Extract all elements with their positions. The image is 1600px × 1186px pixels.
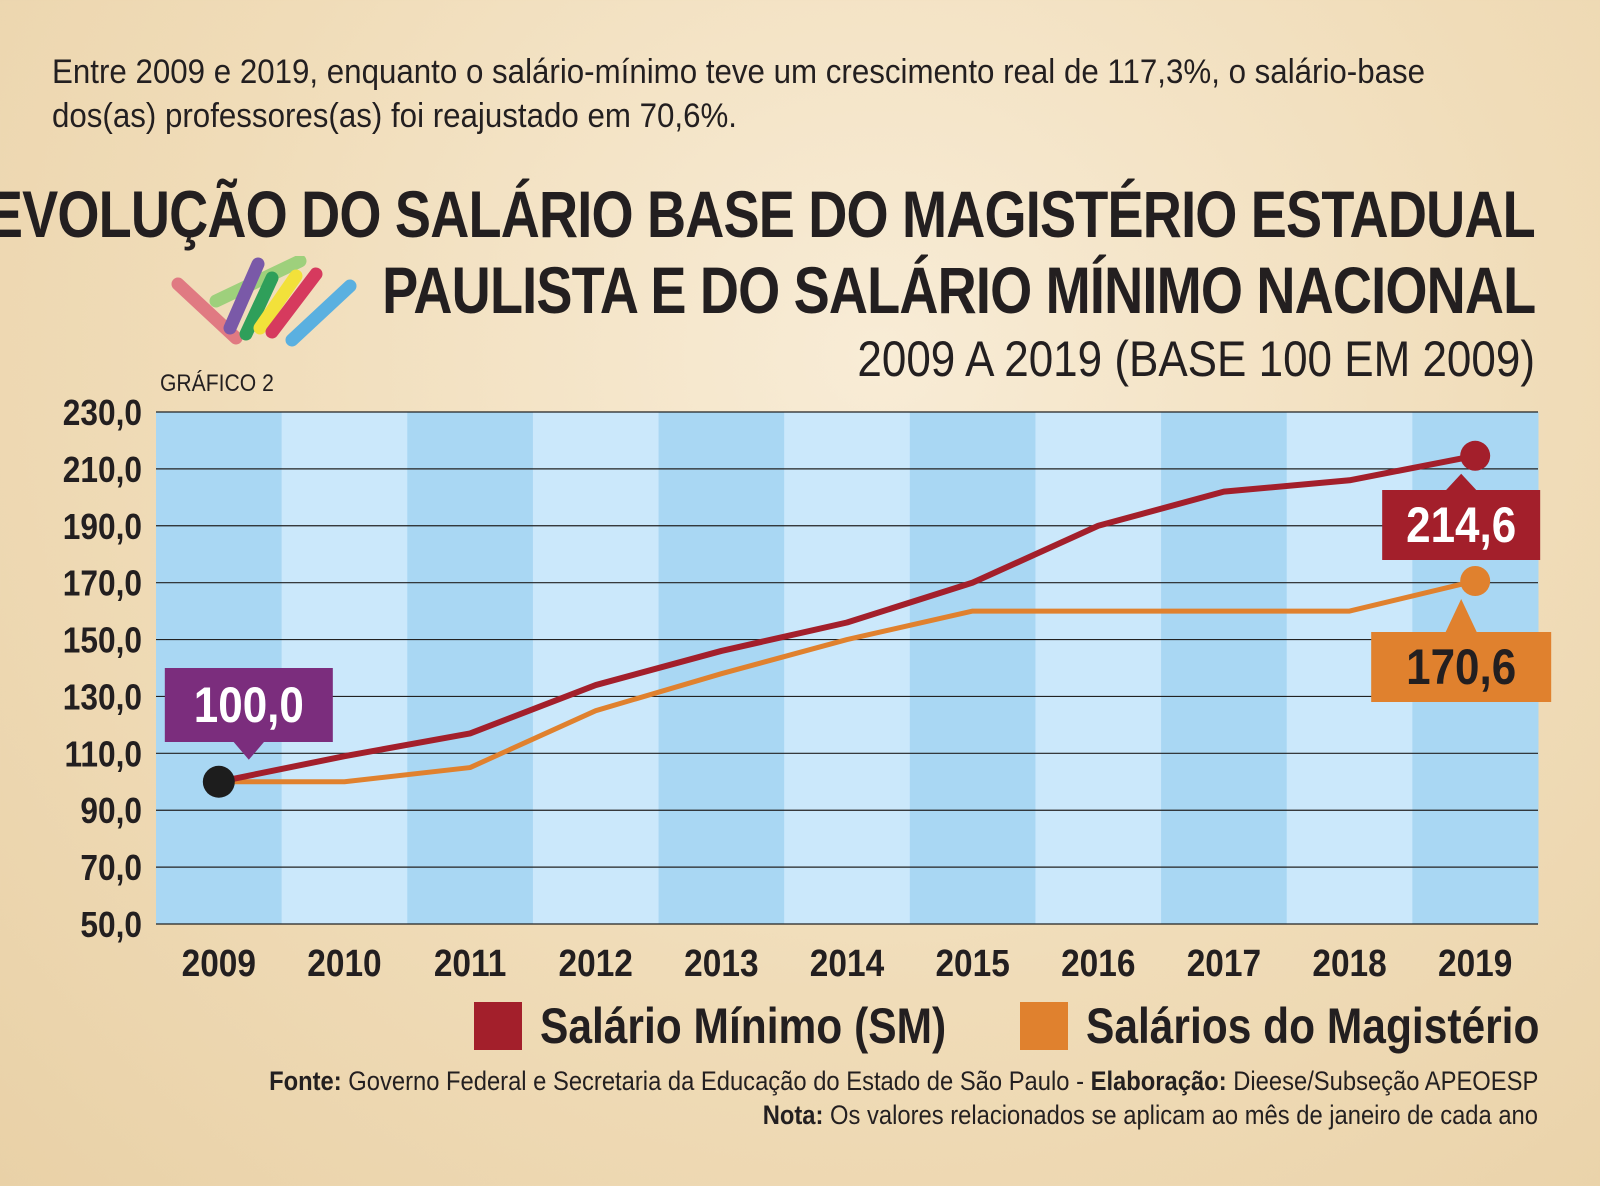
callout-sm-end-box: [1382, 490, 1541, 560]
data-point-magisterio-2019: [1460, 565, 1491, 596]
source-text: Governo Federal e Secretaria da Educação…: [347, 1066, 1084, 1096]
elaboration-text: Dieese/Subseção APEOESP: [1232, 1066, 1538, 1096]
y-tick-label: 190,0: [63, 507, 142, 547]
callout-magisterio-end-value: 170,6: [1406, 638, 1516, 694]
callout-magisterio-end-pointer: [1445, 598, 1478, 633]
x-tick-label: 2014: [810, 942, 884, 984]
x-tick-label: 2016: [1061, 942, 1135, 984]
x-tick-label: 2015: [935, 942, 1009, 984]
source-label: Fonte:: [268, 1066, 342, 1096]
column-band-2011: [407, 412, 534, 924]
data-point-sm-2019: [1460, 440, 1491, 471]
x-tick-label: 2017: [1187, 942, 1261, 984]
series-line-salario-minimo: [215, 452, 1479, 785]
callout-start-pointer: [232, 741, 265, 760]
note-label: Nota:: [762, 1100, 824, 1130]
elaboration-label: Elaboração:: [1090, 1066, 1227, 1096]
line-chart: 230,0 210,0 190,0 170,0 150,0 130,0 110,0 90,0 7…: [63, 393, 1552, 984]
y-tick-label: 50,0: [80, 905, 142, 945]
legend-label-magisterio: Salários do Magistério: [1086, 998, 1540, 1054]
x-tick-label: 2018: [1312, 942, 1386, 984]
x-tick-label: 2010: [307, 942, 381, 984]
y-tick-label: 110,0: [64, 734, 142, 774]
x-tick-label: 2011: [434, 942, 507, 984]
callout-sm-end-pointer: [1445, 473, 1478, 491]
y-tick-label: 230,0: [63, 393, 142, 433]
data-point-start-2009: [202, 765, 235, 798]
chart-number-label: GRÁFICO 2: [160, 370, 274, 397]
source-line: Fonte: Governo Federal e Secretaria da E…: [269, 1066, 1538, 1097]
chalk-illustration: [171, 256, 357, 347]
callout-start: 100,0: [164, 668, 333, 760]
chart-title-line-2: PAULISTA E DO SALÁRIO MÍNIMO NACIONAL: [381, 253, 1536, 327]
series-line-magisterio: [216, 578, 1478, 785]
column-band-2013: [658, 412, 785, 924]
chart-subtitle: 2009 A 2019 (BASE 100 EM 2009): [857, 331, 1535, 387]
column-band-2015: [909, 412, 1036, 924]
legend-item-magisterio: Salários do Magistério: [1020, 998, 1600, 1054]
chart-title-line-1: EVOLUÇÃO DO SALÁRIO BASE DO MAGISTÉRIO E…: [0, 177, 1536, 251]
note-line: Nota: Os valores relacionados se aplicam…: [763, 1100, 1538, 1131]
y-tick-label: 90,0: [80, 791, 142, 831]
column-band-2014: [784, 412, 911, 924]
legend-swatch-sm: [474, 1002, 522, 1050]
x-tick-label: 2019: [1438, 942, 1512, 984]
legend-item-sm: Salário Mínimo (SM): [474, 998, 1018, 1054]
y-tick-label: 150,0: [63, 621, 142, 661]
callout-magisterio-end-box: [1371, 632, 1552, 702]
callout-sm-end-value: 214,6: [1406, 496, 1516, 552]
callout-magisterio-end: 170,6: [1371, 598, 1552, 702]
y-tick-label: 70,0: [80, 848, 142, 888]
column-band-2016: [1035, 412, 1162, 924]
callout-start-value: 100,0: [194, 676, 304, 732]
intro-text: Entre 2009 e 2019, enquanto o salário-mí…: [52, 53, 1426, 135]
legend-label-sm: Salário Mínimo (SM): [540, 998, 947, 1054]
legend-swatch-magisterio: [1020, 1002, 1068, 1050]
x-tick-label: 2013: [684, 942, 758, 984]
callout-start-box: [164, 668, 333, 742]
column-band-2017: [1161, 412, 1288, 924]
note-text: Os valores relacionados se aplicam ao mê…: [830, 1100, 1538, 1130]
column-band-2012: [532, 412, 660, 924]
callout-sm-end: 214,6: [1382, 473, 1541, 560]
x-tick-label: 2012: [559, 942, 633, 984]
y-tick-label: 210,0: [63, 450, 142, 490]
x-tick-label: 2009: [182, 942, 256, 984]
y-tick-label: 170,0: [63, 564, 142, 604]
y-tick-label: 130,0: [63, 678, 142, 718]
